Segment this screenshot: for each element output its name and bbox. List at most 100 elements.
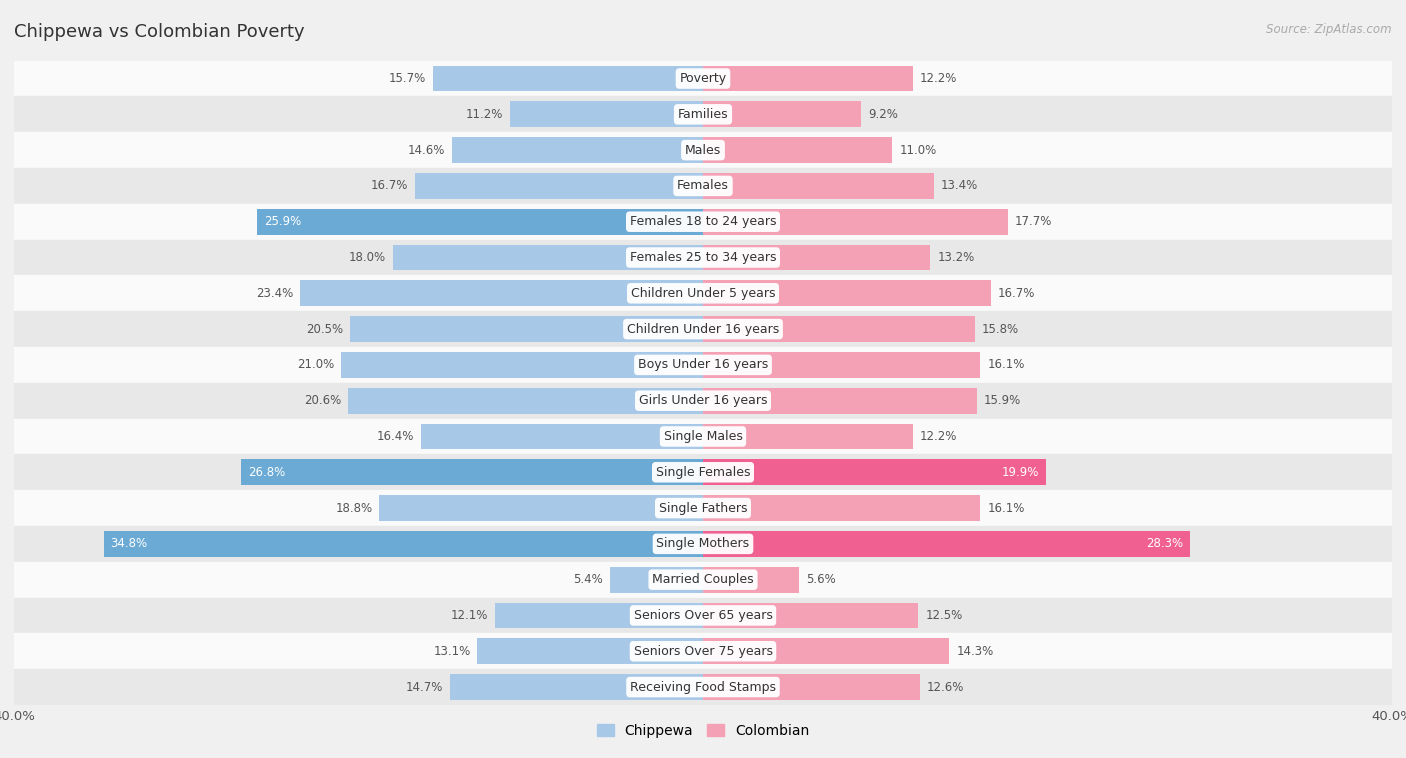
Bar [14,132,1392,168]
Bar [703,66,912,92]
Text: 16.1%: 16.1% [987,359,1025,371]
Bar [703,102,862,127]
Bar [703,567,800,593]
Bar [703,495,980,521]
Bar [703,173,934,199]
Text: 20.6%: 20.6% [304,394,342,407]
Bar [703,638,949,664]
Text: Females 18 to 24 years: Females 18 to 24 years [630,215,776,228]
Text: 26.8%: 26.8% [249,465,285,479]
Text: 16.7%: 16.7% [371,180,409,193]
Text: 13.1%: 13.1% [433,645,471,658]
Text: 23.4%: 23.4% [256,287,292,300]
Bar [703,137,893,163]
Bar [14,347,1392,383]
Bar [703,388,977,414]
Bar [380,495,703,521]
Text: 12.6%: 12.6% [927,681,965,694]
Text: 25.9%: 25.9% [264,215,301,228]
Bar [495,603,703,628]
Bar [703,459,1046,485]
Bar [14,312,1392,347]
Text: 14.7%: 14.7% [405,681,443,694]
Text: Females: Females [678,180,728,193]
Text: 14.3%: 14.3% [956,645,994,658]
Bar [703,603,918,628]
Text: 9.2%: 9.2% [869,108,898,121]
Text: 14.6%: 14.6% [408,143,444,157]
Text: 15.9%: 15.9% [984,394,1021,407]
Bar [14,383,1392,418]
Bar [703,280,991,306]
Text: 12.5%: 12.5% [925,609,963,622]
Bar [478,638,703,664]
Text: Married Couples: Married Couples [652,573,754,586]
Text: 16.1%: 16.1% [987,502,1025,515]
Text: Poverty: Poverty [679,72,727,85]
Bar [104,531,703,556]
Text: Children Under 16 years: Children Under 16 years [627,323,779,336]
Bar [703,208,1008,235]
Text: 34.8%: 34.8% [111,537,148,550]
Bar [14,275,1392,312]
Bar [14,61,1392,96]
Bar [510,102,703,127]
Text: Seniors Over 65 years: Seniors Over 65 years [634,609,772,622]
Legend: Chippewa, Colombian: Chippewa, Colombian [592,718,814,743]
Text: 11.2%: 11.2% [465,108,503,121]
Text: 11.0%: 11.0% [900,143,936,157]
Text: 12.1%: 12.1% [450,609,488,622]
Text: Source: ZipAtlas.com: Source: ZipAtlas.com [1267,23,1392,36]
Text: Single Mothers: Single Mothers [657,537,749,550]
Bar [450,674,703,700]
Text: Receiving Food Stamps: Receiving Food Stamps [630,681,776,694]
Text: 21.0%: 21.0% [297,359,335,371]
Text: Children Under 5 years: Children Under 5 years [631,287,775,300]
Bar [342,352,703,377]
Text: Families: Families [678,108,728,121]
Text: 16.7%: 16.7% [997,287,1035,300]
Bar [350,316,703,342]
Bar [14,490,1392,526]
Bar [14,454,1392,490]
Text: Girls Under 16 years: Girls Under 16 years [638,394,768,407]
Bar [14,204,1392,240]
Bar [14,168,1392,204]
Bar [14,240,1392,275]
Bar [14,418,1392,454]
Bar [415,173,703,199]
Text: 5.4%: 5.4% [574,573,603,586]
Bar [420,424,703,449]
Bar [299,280,703,306]
Text: 17.7%: 17.7% [1015,215,1052,228]
Bar [703,674,920,700]
Bar [703,352,980,377]
Text: 5.6%: 5.6% [807,573,837,586]
Bar [349,388,703,414]
Text: 20.5%: 20.5% [307,323,343,336]
Text: 15.8%: 15.8% [981,323,1019,336]
Text: 15.7%: 15.7% [388,72,426,85]
Bar [703,424,912,449]
Text: 13.4%: 13.4% [941,180,979,193]
Bar [14,96,1392,132]
Text: Females 25 to 34 years: Females 25 to 34 years [630,251,776,264]
Bar [610,567,703,593]
Text: Single Females: Single Females [655,465,751,479]
Bar [242,459,703,485]
Text: 18.0%: 18.0% [349,251,387,264]
Text: 18.8%: 18.8% [335,502,373,515]
Text: 12.2%: 12.2% [920,72,957,85]
Bar [703,531,1191,556]
Text: Males: Males [685,143,721,157]
Bar [392,245,703,271]
Text: Single Fathers: Single Fathers [659,502,747,515]
Text: Seniors Over 75 years: Seniors Over 75 years [634,645,772,658]
Text: Single Males: Single Males [664,430,742,443]
Bar [433,66,703,92]
Text: 13.2%: 13.2% [938,251,974,264]
Text: 16.4%: 16.4% [377,430,413,443]
Bar [14,597,1392,634]
Text: Boys Under 16 years: Boys Under 16 years [638,359,768,371]
Bar [14,669,1392,705]
